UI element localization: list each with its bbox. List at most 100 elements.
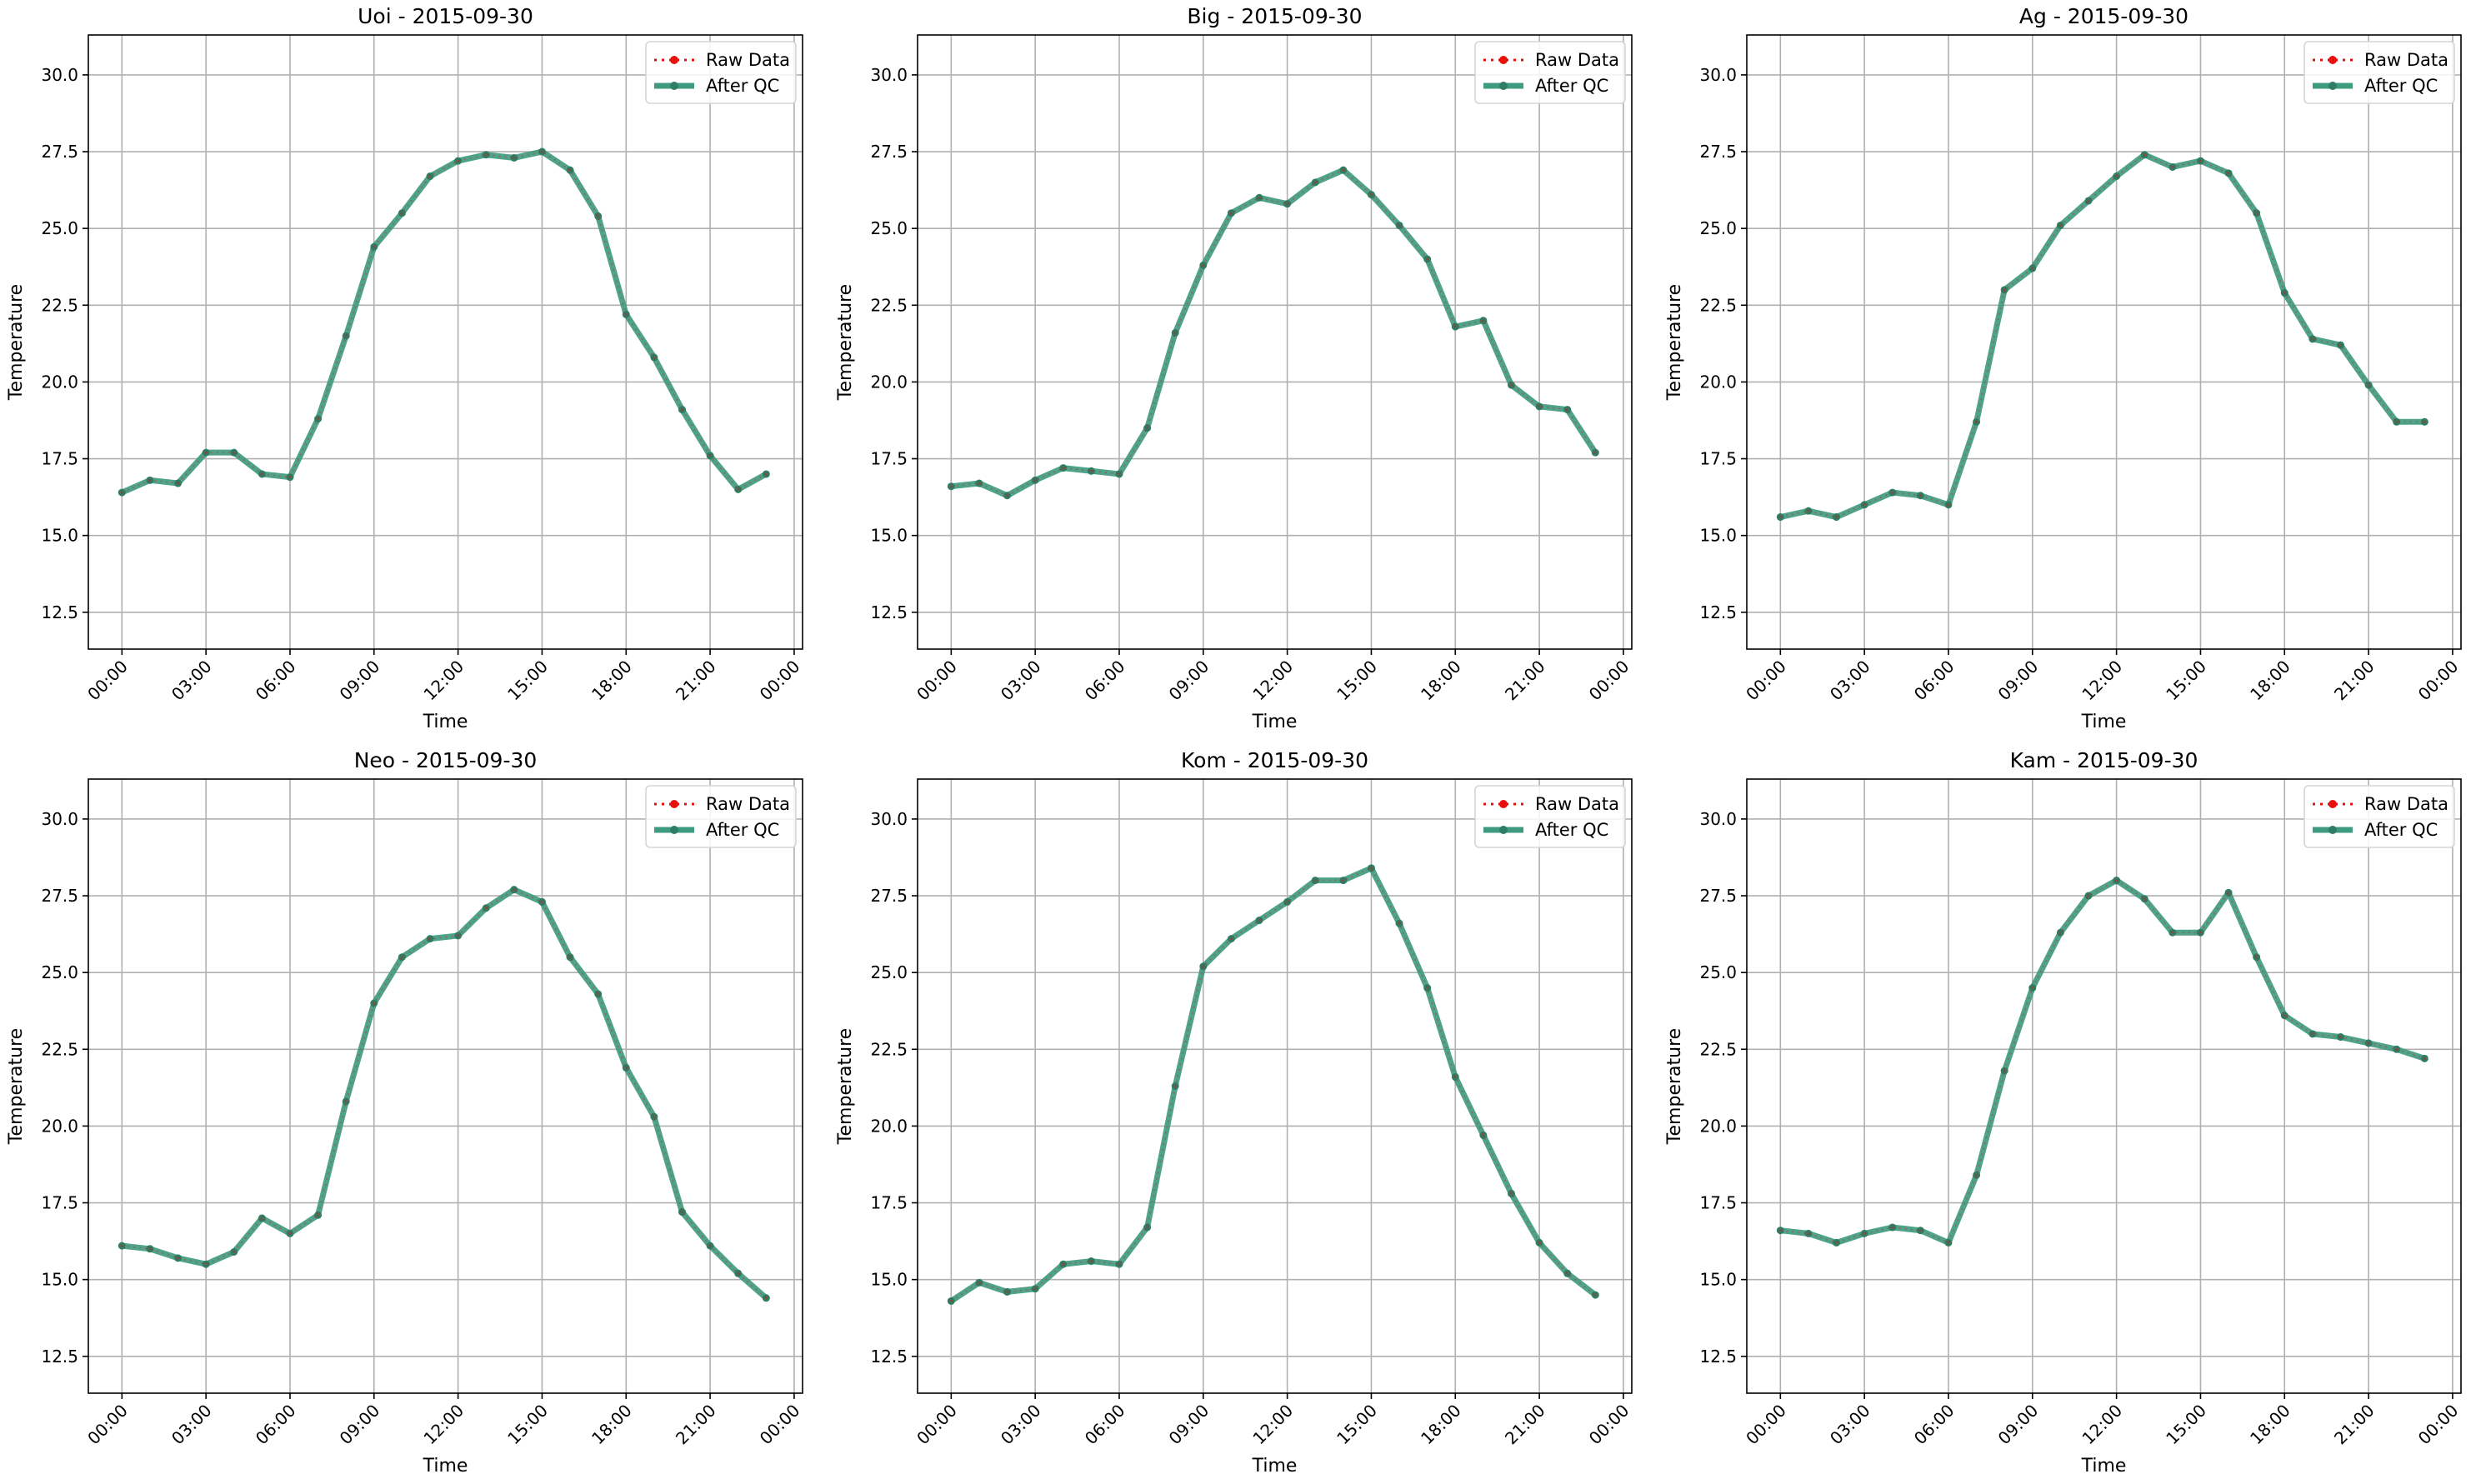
legend-marker-after-qc [1499,826,1508,834]
point-after-qc [1059,464,1068,472]
point-after-qc [1199,261,1208,269]
y-tick-label: 27.5 [41,886,78,906]
point-after-qc [2084,892,2093,900]
x-tick-label: 00:00 [2414,657,2463,705]
point-raw-data [1778,515,1783,519]
legend-label-raw-data: Raw Data [1535,50,1619,70]
point-raw-data [1863,1232,1867,1236]
point-after-qc [286,1229,294,1237]
point-after-qc [1199,962,1208,971]
y-tick-label: 17.5 [870,449,908,469]
point-raw-data [1061,1262,1065,1267]
series-line-raw-data [950,867,1596,1302]
point-raw-data [2030,267,2034,271]
point-after-qc [1143,1223,1152,1232]
x-tick-label: 21:00 [2330,1401,2378,1449]
point-raw-data [1285,202,1289,206]
x-tick-label: 18:00 [588,657,636,705]
point-after-qc [2393,417,2401,426]
y-tick-label: 15.0 [1699,1270,1737,1290]
point-after-qc [1339,166,1348,174]
point-raw-data [484,906,488,910]
point-after-qc [706,1242,714,1250]
point-after-qc [1888,488,1897,497]
point-raw-data [1425,257,1429,262]
y-tick-label: 17.5 [1699,1193,1737,1213]
point-after-qc [510,886,518,894]
point-after-qc [370,999,378,1007]
point-raw-data [708,453,713,457]
subplot-5: 00:00 03:00 06:00 09:00 12:00 15:00 18:00 21:00… [835,748,1633,1477]
x-tick-label: 21:00 [672,1401,720,1449]
point-raw-data [1806,509,1810,513]
point-after-qc [975,479,983,487]
point-raw-data [2367,383,2371,387]
point-after-qc [2224,888,2233,897]
point-raw-data [2087,894,2091,898]
point-after-qc [2253,953,2261,962]
legend-label-raw-data: Raw Data [1535,794,1619,814]
point-after-qc [2280,1012,2288,1020]
y-tick-label: 22.5 [1699,295,1737,315]
point-after-qc [2084,197,2093,205]
point-after-qc [538,147,546,156]
point-raw-data [708,1244,713,1248]
point-raw-data [2198,159,2203,163]
point-after-qc [2168,928,2177,937]
legend-marker-raw-data [670,56,678,64]
point-raw-data [1369,866,1373,870]
point-after-qc [118,1242,126,1250]
point-after-qc [1535,1238,1543,1247]
point-raw-data [1778,1228,1783,1232]
point-raw-data [2003,287,2007,292]
plot-frame [1746,34,2462,650]
x-tick-label: 09:00 [1165,657,1213,705]
x-axis-label: Time [1252,1456,1298,1477]
point-raw-data [1005,1290,1009,1294]
x-tick-label: 06:00 [1081,657,1129,705]
point-raw-data [288,1232,292,1236]
x-tick-label: 18:00 [2246,657,2294,705]
point-raw-data [680,1210,684,1214]
y-axis-label: Temperature [6,284,27,401]
point-raw-data [977,482,981,486]
point-raw-data [484,152,488,157]
y-axis-label: Temperature [835,284,856,401]
point-after-qc [398,209,406,217]
x-tick-label: 18:00 [588,1401,636,1449]
point-after-qc [1535,402,1543,411]
x-axis-label: Time [1252,712,1298,732]
y-tick-label: 30.0 [870,65,908,85]
point-after-qc [146,476,154,484]
legend-marker-raw-data [670,800,678,808]
point-after-qc [1451,322,1459,331]
point-raw-data [1834,515,1838,519]
point-after-qc [1423,255,1432,263]
x-tick-label: 06:00 [1910,1401,1958,1449]
point-after-qc [1395,919,1403,927]
point-raw-data [2423,1057,2427,1061]
point-after-qc [1591,448,1599,457]
y-tick-label: 27.5 [1699,142,1737,162]
x-tick-label: 21:00 [2330,657,2378,705]
point-raw-data [2114,174,2118,178]
point-raw-data [372,1002,376,1006]
point-raw-data [540,150,544,154]
point-after-qc [566,166,574,174]
chart-title: Kom - 2015-09-30 [1181,748,1368,772]
point-raw-data [1145,1226,1149,1230]
point-raw-data [2170,931,2174,935]
point-raw-data [120,1244,124,1248]
point-after-qc [1255,193,1263,202]
x-tick-label: 03:00 [1826,657,1874,705]
point-after-qc [1283,897,1292,906]
point-after-qc [538,897,546,906]
point-raw-data [1258,918,1262,922]
point-after-qc [1916,1227,1924,1235]
x-tick-label: 21:00 [1501,657,1549,705]
point-after-qc [1860,1229,1868,1237]
point-after-qc [1423,984,1432,992]
point-after-qc [1311,178,1319,187]
point-after-qc [2140,895,2148,903]
point-raw-data [540,900,544,904]
